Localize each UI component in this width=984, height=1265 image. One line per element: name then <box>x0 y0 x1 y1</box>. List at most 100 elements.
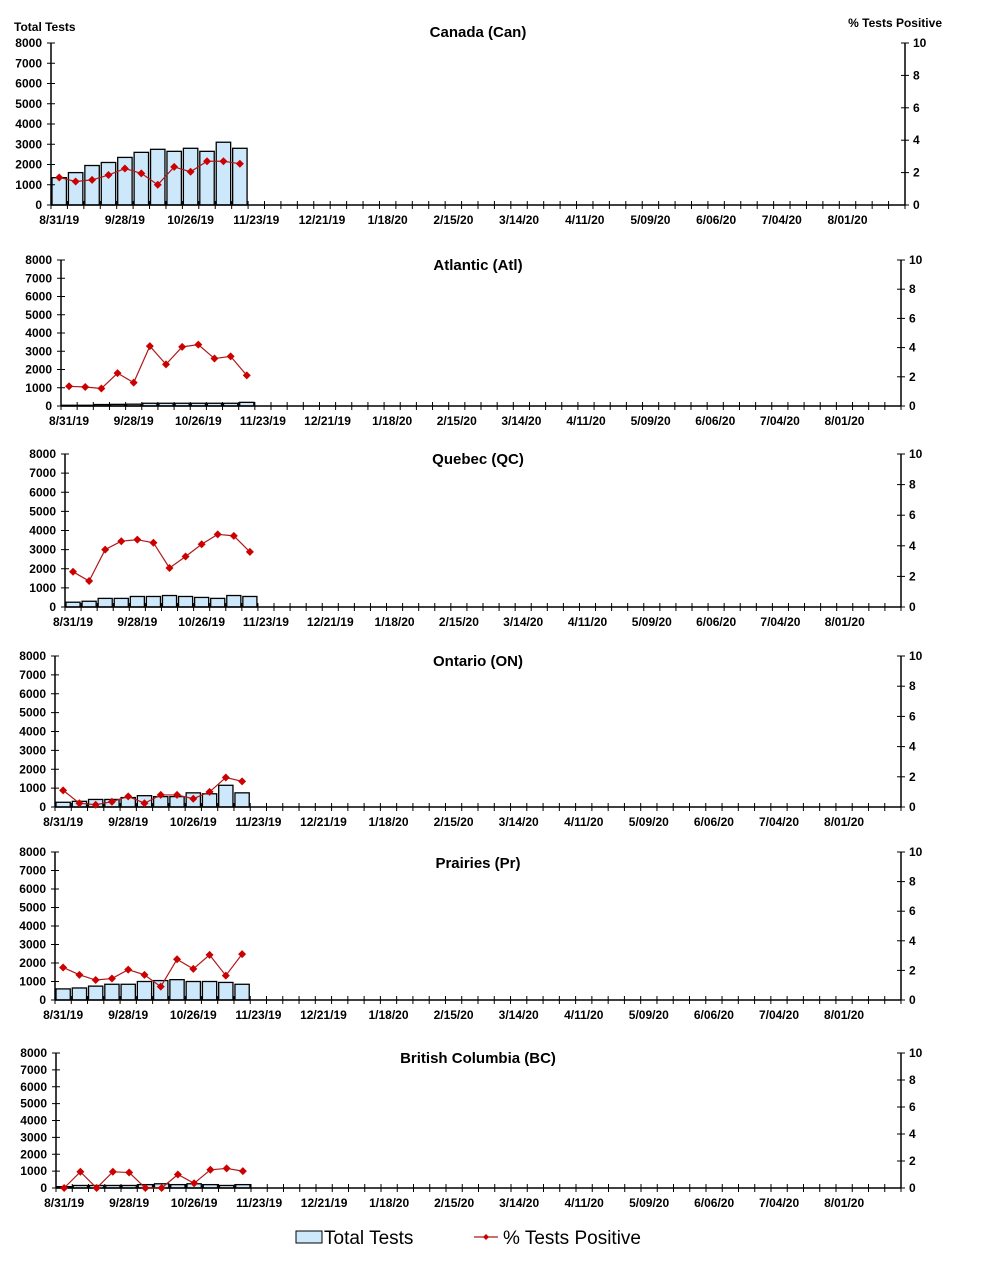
y-left-tick-label: 6000 <box>20 1080 47 1094</box>
x-tick-label: 11/23/19 <box>235 1008 281 1022</box>
y-right-tick-label: 6 <box>909 1100 916 1114</box>
x-tick-label: 2/15/20 <box>434 1008 474 1022</box>
x-tick-label: 8/31/19 <box>43 815 83 829</box>
pct-positive-point <box>189 794 198 803</box>
pct-positive-point <box>156 790 165 799</box>
x-tick-label: 10/26/19 <box>171 1196 218 1210</box>
panel-0: Canada (Can) 0 1000 2000 3000 4000 5000 6000 700… <box>15 24 926 227</box>
x-tick-label: 2/15/20 <box>437 414 477 428</box>
y-right-tick-label: 0 <box>909 800 916 814</box>
pct-positive-point <box>229 531 238 540</box>
pct-positive-point <box>203 157 212 166</box>
pct-positive-point <box>120 164 129 173</box>
y-left-tick-label: 7000 <box>25 271 52 285</box>
pct-positive-point <box>162 360 170 369</box>
pct-positive-point <box>85 576 94 585</box>
pct-positive-point <box>65 382 74 391</box>
x-tick-label: 10/26/19 <box>170 1008 217 1022</box>
pct-positive-point <box>189 964 198 973</box>
y-left-tick-label: 3000 <box>19 743 46 757</box>
pct-positive-point <box>238 1167 247 1176</box>
bar <box>120 983 136 1001</box>
y-right-tick-label: 2 <box>909 569 916 583</box>
x-tick-label: 11/23/19 <box>243 615 289 629</box>
x-tick-label: 5/09/20 <box>630 213 670 227</box>
bar <box>161 594 178 608</box>
y-right-tick-label: 10 <box>909 649 923 663</box>
y-left-tick-label: 6000 <box>29 485 56 499</box>
bar <box>67 171 84 206</box>
pct-positive-point <box>91 976 100 985</box>
pct-positive-point <box>221 773 230 782</box>
pct-positive-point <box>75 799 84 808</box>
x-tick-label: 1/18/20 <box>368 815 408 829</box>
bar <box>226 594 242 608</box>
y-left-tick-label: 2000 <box>19 762 46 776</box>
y-left-tick-label: 7000 <box>15 56 42 70</box>
x-tick-label: 7/04/20 <box>760 414 800 428</box>
y-left-tick-label: 0 <box>39 800 46 814</box>
pct-positive-point <box>157 1184 166 1192</box>
x-tick-label: 4/11/20 <box>566 414 606 428</box>
x-tick-label: 7/04/20 <box>760 615 800 629</box>
x-tick-label: 4/11/20 <box>565 213 605 227</box>
x-tick-label: 1/18/20 <box>375 615 415 629</box>
y-left-tick-label: 3000 <box>29 543 56 557</box>
y-left-tick-label: 2000 <box>29 562 56 576</box>
pct-positive-point <box>245 547 254 556</box>
pct-positive-point <box>235 159 244 168</box>
pct-positive-point <box>222 1164 231 1173</box>
y-left-tick-label: 7000 <box>29 466 56 480</box>
x-tick-label: 6/06/20 <box>695 414 735 428</box>
bar <box>104 983 120 1001</box>
y-left-tick-label: 8000 <box>15 36 42 50</box>
x-tick-label: 12/21/19 <box>301 1196 348 1210</box>
x-tick-label: 7/04/20 <box>759 815 799 829</box>
pct-positive-point <box>117 537 126 546</box>
pct-positive-point <box>124 965 133 974</box>
y-left-tick-label: 7000 <box>19 864 46 878</box>
x-tick-label: 8/31/19 <box>44 1196 84 1210</box>
bar <box>201 980 218 1001</box>
y-left-tick-label: 8000 <box>19 845 46 859</box>
pct-positive-point <box>91 800 100 809</box>
y-left-tick-label: 8000 <box>25 253 52 267</box>
x-tick-label: 3/14/20 <box>503 615 543 629</box>
pct-positive-point <box>104 171 113 180</box>
x-tick-label: 11/23/19 <box>240 414 286 428</box>
x-tick-label: 3/14/20 <box>499 815 539 829</box>
x-tick-label: 2/15/20 <box>439 615 479 629</box>
x-tick-label: 10/26/19 <box>170 815 217 829</box>
x-tick-label: 3/14/20 <box>499 213 539 227</box>
x-tick-label: 7/04/20 <box>759 1196 799 1210</box>
bar <box>210 597 226 608</box>
y-right-tick-label: 10 <box>909 253 923 267</box>
y-left-tick-label: 5000 <box>19 901 46 915</box>
x-tick-label: 2/15/20 <box>434 815 474 829</box>
panel-title: Ontario (ON) <box>433 653 523 670</box>
pct-positive-point <box>205 950 214 959</box>
legend-line-marker <box>483 1234 489 1240</box>
y-left-tick-label: 4000 <box>25 326 52 340</box>
pct-positive-point <box>170 162 179 171</box>
y-right-tick-label: 0 <box>909 1181 916 1195</box>
pct-positive-point <box>197 540 206 549</box>
pct-positive-point <box>140 970 149 979</box>
bar <box>55 988 71 1001</box>
y-right-tick-label: 2 <box>909 963 916 977</box>
bar <box>51 177 68 206</box>
y-left-tick-label: 1000 <box>15 178 42 192</box>
y-right-tick-label: 8 <box>909 282 916 296</box>
y-right-tick-label: 4 <box>913 133 920 147</box>
x-tick-label: 12/21/19 <box>307 615 354 629</box>
y-right-tick-label: 4 <box>909 934 916 948</box>
pct-positive-point <box>75 970 84 979</box>
y-left-tick-label: 1000 <box>19 975 46 989</box>
x-tick-label: 8/01/20 <box>824 414 864 428</box>
y-right-tick-label: 2 <box>909 1154 916 1168</box>
x-tick-label: 5/09/20 <box>631 414 671 428</box>
pct-positive-point <box>129 378 138 387</box>
pct-positive-point <box>238 777 247 786</box>
y-left-tick-label: 1000 <box>29 581 56 595</box>
x-tick-label: 8/01/20 <box>824 1008 864 1022</box>
